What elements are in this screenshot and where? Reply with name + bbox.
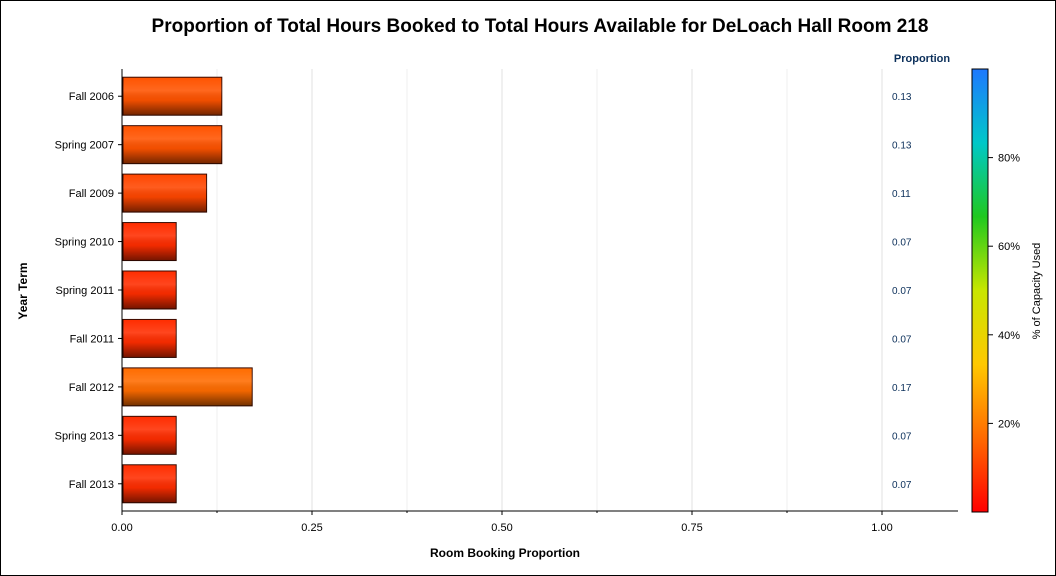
colorbar xyxy=(971,68,989,513)
bar-shading xyxy=(123,271,177,309)
category-labels: Fall 2006 Spring 2007 Fall 2009 Spring 2010… xyxy=(55,91,122,491)
y-axis-title: Year Term xyxy=(16,262,30,319)
category-label: Fall 2013 xyxy=(69,479,114,491)
bar-shading xyxy=(123,125,222,164)
category-label: Fall 2009 xyxy=(69,188,114,200)
x-tick-label: 0.50 xyxy=(491,522,512,534)
category-label: Fall 2012 xyxy=(69,382,114,394)
x-tick-labels: 0.00 0.25 0.50 0.75 1.00 xyxy=(111,511,893,534)
value-label: 0.17 xyxy=(892,383,912,394)
value-label: 0.11 xyxy=(892,189,911,200)
category-label: Fall 2006 xyxy=(69,91,114,103)
value-label: 0.07 xyxy=(892,286,912,297)
value-label: 0.07 xyxy=(892,334,912,345)
bar-shading xyxy=(123,222,177,261)
value-label: 0.13 xyxy=(892,141,912,152)
x-axis-title: Room Booking Proportion xyxy=(430,546,580,560)
colorbar-title: % of Capacity Used xyxy=(1031,243,1043,340)
bar-shading xyxy=(123,367,253,406)
x-tick-label: 0.75 xyxy=(681,522,702,534)
category-label: Fall 2011 xyxy=(70,333,114,345)
bar-shading xyxy=(123,464,177,503)
chart-title: Proportion of Total Hours Booked to Tota… xyxy=(152,16,929,37)
x-tick-label: 1.00 xyxy=(871,522,892,534)
value-labels: 0.13 0.13 0.11 0.07 0.07 0.07 0.17 0.07 0.07 xyxy=(892,92,912,491)
bar-shading xyxy=(123,416,177,455)
value-label: 0.07 xyxy=(892,431,912,442)
category-label: Spring 2007 xyxy=(55,140,114,152)
colorbar-tick-label: 40% xyxy=(998,330,1020,342)
bar-shading xyxy=(123,319,177,358)
bar-shading xyxy=(123,77,222,116)
colorbar-tick-label: 20% xyxy=(998,418,1020,430)
colorbar-tick-label: 60% xyxy=(998,241,1020,253)
category-label: Spring 2013 xyxy=(55,430,114,442)
value-label: 0.07 xyxy=(892,480,912,491)
x-tick-label: 0.00 xyxy=(111,522,132,534)
proportion-column-header: Proportion xyxy=(894,53,950,65)
colorbar-ticks: 20% 40% 60% 80% xyxy=(988,153,1020,430)
value-label: 0.13 xyxy=(892,92,912,103)
x-tick-label: 0.25 xyxy=(301,522,322,534)
value-label: 0.07 xyxy=(892,238,912,249)
bars xyxy=(122,76,253,504)
gridlines xyxy=(216,69,883,511)
category-label: Spring 2010 xyxy=(55,237,114,249)
bar-shading xyxy=(123,174,207,213)
category-label: Spring 2011 xyxy=(55,285,114,297)
colorbar-tick-label: 80% xyxy=(998,153,1020,165)
